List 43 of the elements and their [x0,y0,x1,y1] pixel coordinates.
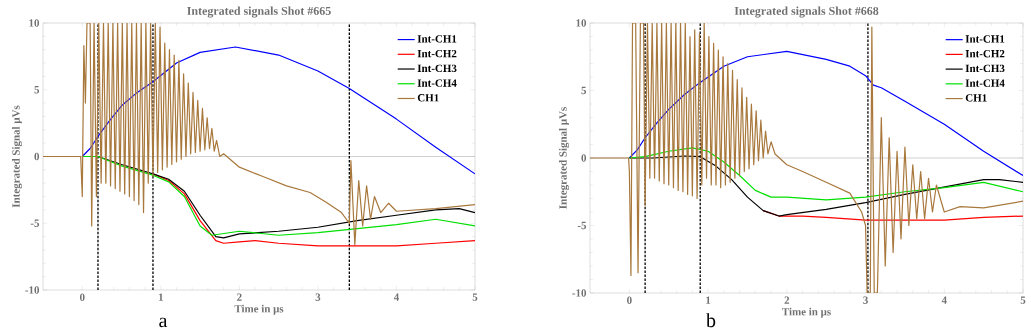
x-axis-title: Time in μs [234,304,284,315]
x-tick-label: 0 [627,296,632,304]
x-axis-title: Time in μs [782,307,831,318]
legend-label: Int-CH4 [417,79,457,87]
line-series [628,147,1024,201]
legend-label: Int-CH3 [417,64,457,73]
x-tick-label: 3 [315,293,321,301]
chart-title: Integrated signals Shot #665 [187,6,331,18]
text: a [159,317,168,328]
line-series [81,46,475,175]
y-tick-label: 10 [576,19,587,27]
y-tick-label: -5 [30,219,40,227]
x-tick-label: 2 [784,296,790,304]
x-tick-label: 0 [79,293,85,301]
legend-label: CH1 [417,94,439,102]
line-series [628,50,1024,177]
y-tick-label: -10 [572,289,587,297]
x-tick-label: 1 [706,296,711,304]
x-tick-label: 4 [393,293,399,301]
y-tick-label: 0 [34,152,40,161]
y-tick-label: -10 [25,286,40,294]
y-tick-label: 5 [581,86,587,95]
y-axis-title: Integrated Signal μVs [12,105,23,208]
legend-label: Int-CH2 [417,49,457,58]
legend-label: Int-CH1 [965,35,1005,43]
legend-label: Int-CH2 [965,50,1005,58]
x-tick-label: 3 [863,296,868,304]
legend-label: Int-CH1 [417,35,457,43]
x-tick-label: 1 [158,293,163,301]
x-tick-label: 5 [1020,296,1026,304]
x-tick-label: 5 [472,293,478,301]
y-tick-label: 0 [581,154,587,162]
legend-label: CH1 [965,94,987,102]
y-tick-label: -5 [577,221,587,230]
text: b [706,313,716,328]
chart-title: Integrated signals Shot #668 [734,6,879,18]
y-tick-label: 5 [34,86,40,94]
legend-label: Int-CH3 [965,64,1005,73]
y-tick-label: 10 [29,19,40,27]
y-axis-title: Integrated Signal μVs [559,107,570,209]
x-tick-label: 4 [941,296,947,304]
x-tick-label: 2 [237,293,242,301]
legend-label: Int-CH4 [965,79,1005,87]
